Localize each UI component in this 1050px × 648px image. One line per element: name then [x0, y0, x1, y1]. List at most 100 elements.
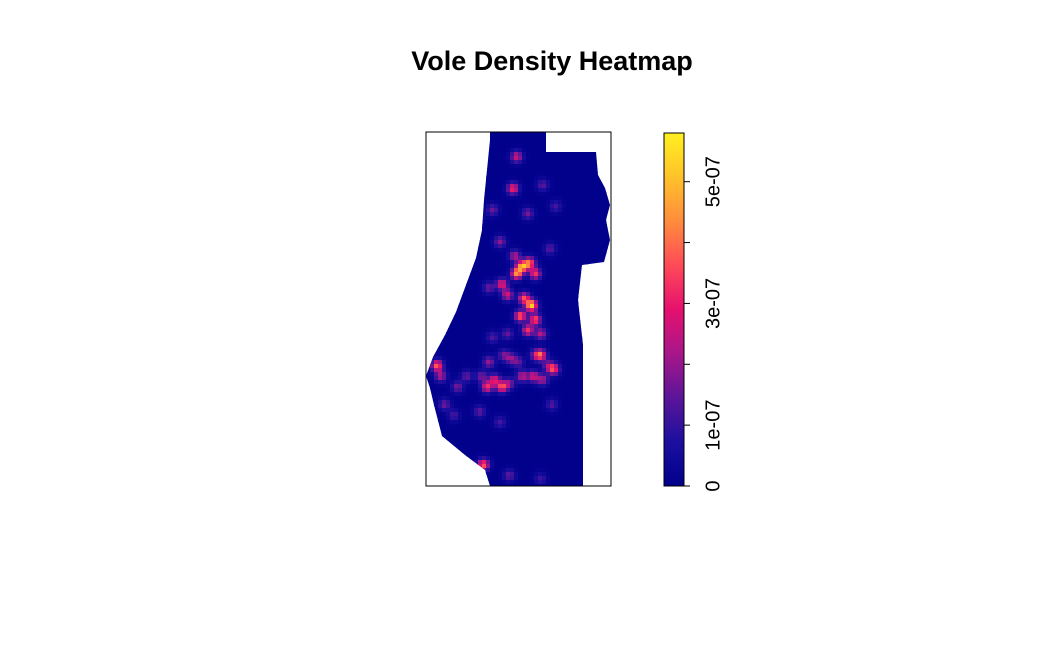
density-cell [546, 396, 551, 401]
density-cell [530, 304, 535, 309]
density-cell [486, 156, 491, 161]
density-cell [542, 428, 547, 433]
density-cell [450, 300, 455, 305]
density-cell [530, 440, 535, 445]
density-cell [426, 132, 431, 137]
density-cell [554, 392, 559, 397]
density-cell [462, 276, 467, 281]
density-cell [458, 280, 463, 285]
density-cell [602, 344, 607, 349]
density-cell [538, 360, 543, 365]
density-cell [454, 248, 459, 253]
density-cell [562, 480, 567, 485]
density-cell [514, 304, 519, 309]
density-cell [586, 360, 591, 365]
density-cell [450, 384, 455, 389]
density-cell [498, 360, 503, 365]
density-cell [534, 256, 539, 261]
density-cell [606, 456, 610, 461]
density-cell [554, 356, 559, 361]
density-cell [574, 360, 579, 365]
density-cell [578, 244, 583, 249]
density-cell [558, 168, 563, 173]
density-cell [558, 240, 563, 245]
density-cell [534, 476, 539, 481]
density-cell [506, 136, 511, 141]
density-cell [594, 320, 599, 325]
density-cell [598, 356, 603, 361]
density-cell [466, 416, 471, 421]
density-cell [494, 284, 499, 289]
density-cell [518, 444, 523, 449]
density-cell [514, 208, 519, 213]
density-cell [434, 468, 439, 473]
density-cell [426, 396, 431, 401]
density-cell [590, 244, 595, 249]
density-cell [534, 272, 539, 277]
density-cell [570, 440, 575, 445]
density-cell [450, 280, 455, 285]
density-cell [594, 200, 599, 205]
density-cell [546, 412, 551, 417]
density-cell [582, 480, 587, 485]
density-cell [606, 320, 610, 325]
density-cell [554, 180, 559, 185]
density-cell [502, 212, 507, 217]
density-cell [530, 244, 535, 249]
density-cell [546, 416, 551, 421]
density-cell [426, 432, 431, 437]
density-cell [466, 200, 471, 205]
density-cell [434, 304, 439, 309]
density-cell [426, 148, 431, 153]
density-cell [566, 140, 571, 145]
density-cell [506, 232, 511, 237]
density-cell [454, 212, 459, 217]
density-cell [594, 456, 599, 461]
density-cell [598, 176, 603, 181]
density-cell [426, 280, 431, 285]
density-cell [486, 212, 491, 217]
density-cell [430, 416, 435, 421]
density-cell [594, 356, 599, 361]
density-cell [494, 176, 499, 181]
density-cell [582, 244, 587, 249]
density-cell [494, 272, 499, 277]
density-cell [566, 332, 571, 337]
density-cell [558, 336, 563, 341]
density-cell [586, 344, 591, 349]
density-cell [546, 424, 551, 429]
density-cell [466, 196, 471, 201]
density-cell [542, 260, 547, 265]
density-cell [510, 304, 515, 309]
density-cell [466, 456, 471, 461]
density-cell [474, 136, 479, 141]
density-cell [550, 480, 555, 485]
density-cell [506, 260, 511, 265]
density-cell [578, 400, 583, 405]
density-cell [442, 460, 447, 465]
density-cell [566, 168, 571, 173]
density-cell [550, 304, 555, 309]
density-cell [426, 448, 431, 453]
density-cell [590, 328, 595, 333]
density-cell [562, 476, 567, 481]
density-cell [490, 156, 495, 161]
density-cell [546, 476, 551, 481]
density-cell [578, 452, 583, 457]
density-cell [550, 484, 555, 486]
density-cell [526, 240, 531, 245]
density-cell [470, 244, 475, 249]
density-cell [574, 344, 579, 349]
density-cell [602, 148, 607, 153]
density-cell [470, 296, 475, 301]
density-cell [442, 388, 447, 393]
density-cell [594, 244, 599, 249]
density-cell [494, 344, 499, 349]
density-cell [578, 140, 583, 145]
density-cell [426, 316, 431, 321]
density-cell [594, 252, 599, 257]
density-cell [558, 420, 563, 425]
density-cell [606, 368, 610, 373]
density-cell [590, 272, 595, 277]
density-cell [486, 144, 491, 149]
